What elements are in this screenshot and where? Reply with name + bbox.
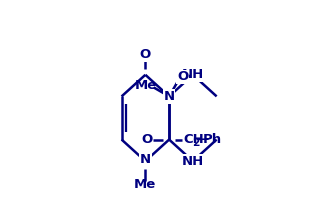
Text: O: O: [177, 70, 189, 83]
Text: O: O: [140, 48, 151, 61]
Text: NH: NH: [182, 68, 204, 81]
Text: CH: CH: [183, 133, 204, 146]
Text: Me: Me: [135, 79, 158, 92]
Text: O: O: [141, 133, 152, 146]
Text: N: N: [164, 90, 175, 103]
Text: 2: 2: [192, 138, 200, 148]
Text: Ph: Ph: [202, 133, 221, 146]
Text: N: N: [140, 153, 151, 166]
Text: NH: NH: [182, 155, 204, 168]
Text: —: —: [196, 133, 209, 146]
Text: Me: Me: [134, 178, 157, 191]
